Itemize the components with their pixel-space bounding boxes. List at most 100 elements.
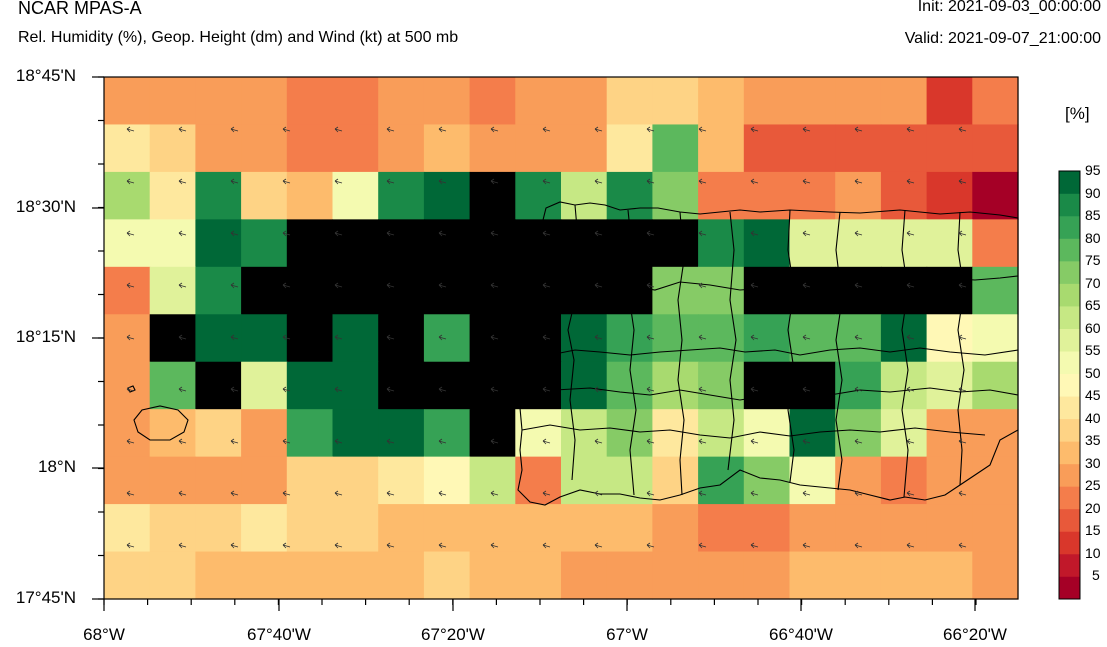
grid-cell — [241, 409, 288, 458]
wind-arrow — [906, 334, 915, 341]
grid-cell — [698, 171, 745, 220]
wind-arrow — [802, 178, 811, 185]
wind-arrow — [906, 178, 915, 185]
grid-cell — [332, 504, 379, 553]
grid-cell — [789, 124, 836, 173]
grid-cell — [789, 504, 836, 553]
wind-arrow — [646, 542, 655, 549]
wind-arrow — [854, 490, 863, 497]
wind-arrow — [750, 490, 759, 497]
grid-cell — [698, 77, 745, 126]
grid-cell — [789, 171, 836, 220]
wind-arrow — [126, 334, 135, 341]
grid-cell — [149, 409, 196, 458]
wind-arrow — [386, 490, 395, 497]
grid-cell — [423, 504, 471, 553]
grid-cell — [789, 361, 836, 410]
wind-arrow — [802, 126, 811, 133]
wind-arrow — [542, 282, 551, 289]
grid-cell — [606, 124, 653, 173]
wind-arrow — [490, 334, 499, 341]
grid-cell — [926, 361, 973, 410]
grid-cell — [515, 266, 562, 315]
municipal-boundary — [677, 211, 685, 496]
grid-cell — [515, 219, 562, 268]
grid-cell — [652, 551, 699, 600]
wind-arrow — [490, 386, 499, 393]
grid-cell — [606, 171, 653, 220]
grid-cell — [286, 77, 334, 126]
grid-cell — [149, 77, 196, 126]
grid-cell — [652, 171, 699, 220]
grid-cell — [378, 456, 425, 505]
colorbar-swatch — [1059, 553, 1080, 577]
wind-arrow — [230, 490, 239, 497]
axis-ticks — [92, 76, 977, 611]
wind-arrow — [386, 438, 395, 445]
wind-arrow — [490, 230, 499, 237]
grid-cell — [743, 266, 791, 315]
wind-arrow — [594, 282, 603, 289]
wind-arrow — [490, 490, 499, 497]
municipal-boundary — [901, 209, 909, 498]
grid-cell — [926, 456, 973, 505]
grid-cell — [378, 219, 425, 268]
grid-cell — [195, 504, 242, 553]
wind-arrow — [854, 438, 863, 445]
colorbar-swatch — [1059, 486, 1080, 510]
grid-cell — [195, 124, 242, 173]
grid-cell — [561, 77, 608, 126]
grid-cell — [241, 77, 288, 126]
colorbar-label: 25 — [1085, 477, 1101, 494]
grid-cell — [561, 551, 608, 600]
grid-cell — [469, 551, 516, 600]
grid-cell — [972, 124, 1019, 173]
colorbar-label: 40 — [1085, 409, 1101, 426]
grid-cell — [698, 219, 745, 268]
grid-cell — [149, 551, 196, 600]
wind-arrow — [646, 282, 655, 289]
grid-cell — [104, 314, 151, 363]
grid-cell — [241, 314, 288, 363]
wind-arrow — [594, 438, 603, 445]
grid-cell — [104, 456, 151, 505]
wind-arrow — [958, 386, 967, 393]
grid-cell — [469, 124, 516, 173]
grid-cell — [789, 456, 836, 505]
island-outline — [482, 201, 1019, 506]
y-tick-label: 18°30'N — [15, 197, 76, 216]
grid-cell — [743, 314, 791, 363]
grid-cell — [423, 77, 471, 126]
grid-cell — [652, 266, 699, 315]
grid-cell — [195, 551, 242, 600]
wind-arrow — [542, 542, 551, 549]
x-tick-label: 67°20'W — [421, 625, 485, 644]
wind-arrow — [958, 542, 967, 549]
grid-cell — [743, 504, 791, 553]
wind-arrow — [646, 126, 655, 133]
wind-arrow — [594, 334, 603, 341]
wind-arrow — [386, 282, 395, 289]
wind-arrow — [646, 230, 655, 237]
y-tick-label: 17°45'N — [15, 588, 76, 607]
colorbar-label: 80 — [1085, 229, 1101, 246]
wind-arrow — [386, 230, 395, 237]
grid-cell — [286, 124, 334, 173]
grid-cell — [789, 77, 836, 126]
wind-arrow — [334, 490, 343, 497]
wind-arrow — [386, 334, 395, 341]
wind-arrow — [438, 178, 447, 185]
wind-arrow — [230, 386, 239, 393]
wind-arrow — [230, 126, 239, 133]
wind-arrow — [958, 334, 967, 341]
colorbar-swatch — [1059, 283, 1080, 307]
wind-arrow — [542, 438, 551, 445]
grid-cell — [698, 551, 745, 600]
grid-cell — [378, 551, 425, 600]
x-tick-label: 68°W — [83, 625, 125, 644]
wind-arrow — [906, 542, 915, 549]
grid-cell — [835, 504, 882, 553]
grid-cell — [286, 551, 334, 600]
wind-arrow — [542, 126, 551, 133]
grid-cell — [286, 314, 334, 363]
